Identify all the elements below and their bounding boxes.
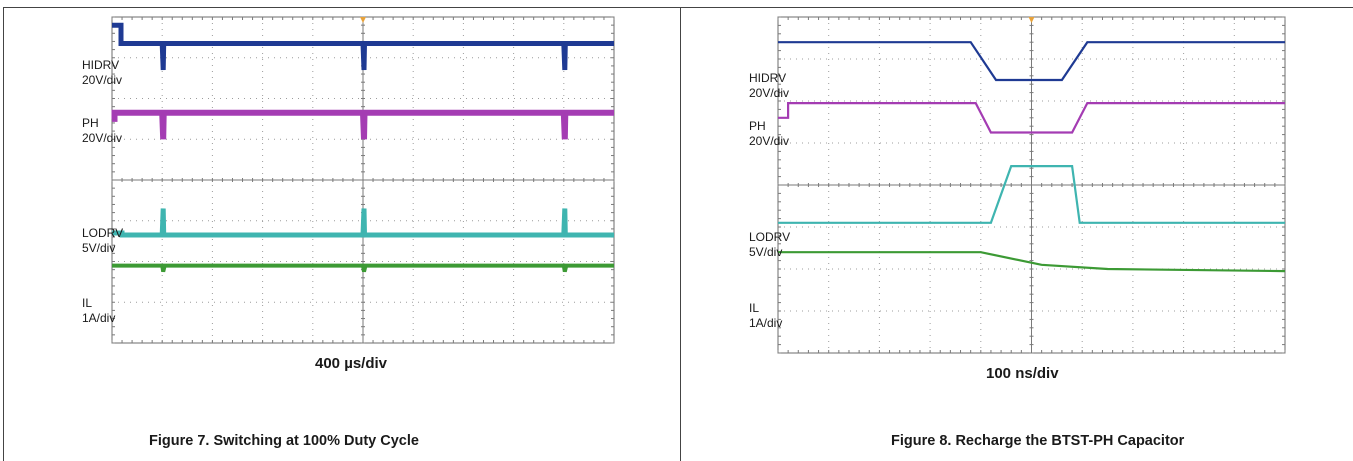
figure-7-panel: HIDRV 20V/div PH 20V/div LODRV 5V/div IL… xyxy=(3,7,680,461)
page-header-fragment xyxy=(0,0,1353,7)
figure-8-label-ph: PH 20V/div xyxy=(749,119,789,149)
trigger-marker-icon xyxy=(360,17,366,23)
figure-7-scope-screen xyxy=(111,16,615,344)
trace-hidrv-core xyxy=(112,24,614,71)
figure-7-caption: Figure 7. Switching at 100% Duty Cycle xyxy=(149,433,419,449)
figure-8-timebase: 100 ns/div xyxy=(986,365,1059,382)
figure-8-caption: Figure 8. Recharge the BTST-PH Capacitor xyxy=(891,433,1185,449)
channel-name: PH xyxy=(82,116,99,130)
channel-name: LODRV xyxy=(749,230,791,244)
figure-7-label-hidrv: HIDRV 20V/div xyxy=(82,58,122,88)
channel-name: PH xyxy=(749,119,766,133)
channel-name: IL xyxy=(749,301,760,315)
trace-il-core xyxy=(112,265,614,272)
figure-7-label-ph: PH 20V/div xyxy=(82,116,122,146)
trace-lodrv-core xyxy=(112,208,614,236)
figure-8-label-lodrv: LODRV 5V/div xyxy=(749,230,790,260)
figure-7-scope-plot xyxy=(111,16,615,344)
trigger-marker-icon xyxy=(1028,17,1035,23)
figure-7-timebase: 400 µs/div xyxy=(315,355,388,372)
figure-8-panel: HIDRV 20V/div PH 20V/div LODRV 5V/div IL… xyxy=(680,7,1353,461)
channel-name: HIDRV xyxy=(749,71,787,85)
channel-scale: 1A/div xyxy=(749,316,783,330)
figure-8-scope-plot xyxy=(777,16,1286,354)
channel-name: HIDRV xyxy=(82,58,120,72)
trace-ph-core xyxy=(778,102,1285,133)
channel-scale: 20V/div xyxy=(82,73,123,87)
figure-7-label-il: IL 1A/div xyxy=(82,296,115,326)
trace-lodrv-core xyxy=(778,165,1285,224)
figure-7-label-lodrv: LODRV 5V/div xyxy=(82,226,123,256)
channel-scale: 5V/div xyxy=(749,245,783,259)
channel-name: LODRV xyxy=(82,226,124,240)
figure-8-label-il: IL 1A/div xyxy=(749,301,782,331)
figure-8-scope-screen xyxy=(777,16,1286,354)
trace-hidrv-core xyxy=(778,41,1285,81)
trace-il-core xyxy=(778,251,1286,272)
trace-ph-core xyxy=(112,112,614,140)
channel-scale: 20V/div xyxy=(82,131,123,145)
channel-scale: 5V/div xyxy=(82,241,116,255)
channel-name: IL xyxy=(82,296,93,310)
channel-scale: 20V/div xyxy=(749,86,790,100)
channel-scale: 1A/div xyxy=(82,311,116,325)
channel-scale: 20V/div xyxy=(749,134,790,148)
figure-8-label-hidrv: HIDRV 20V/div xyxy=(749,71,789,101)
